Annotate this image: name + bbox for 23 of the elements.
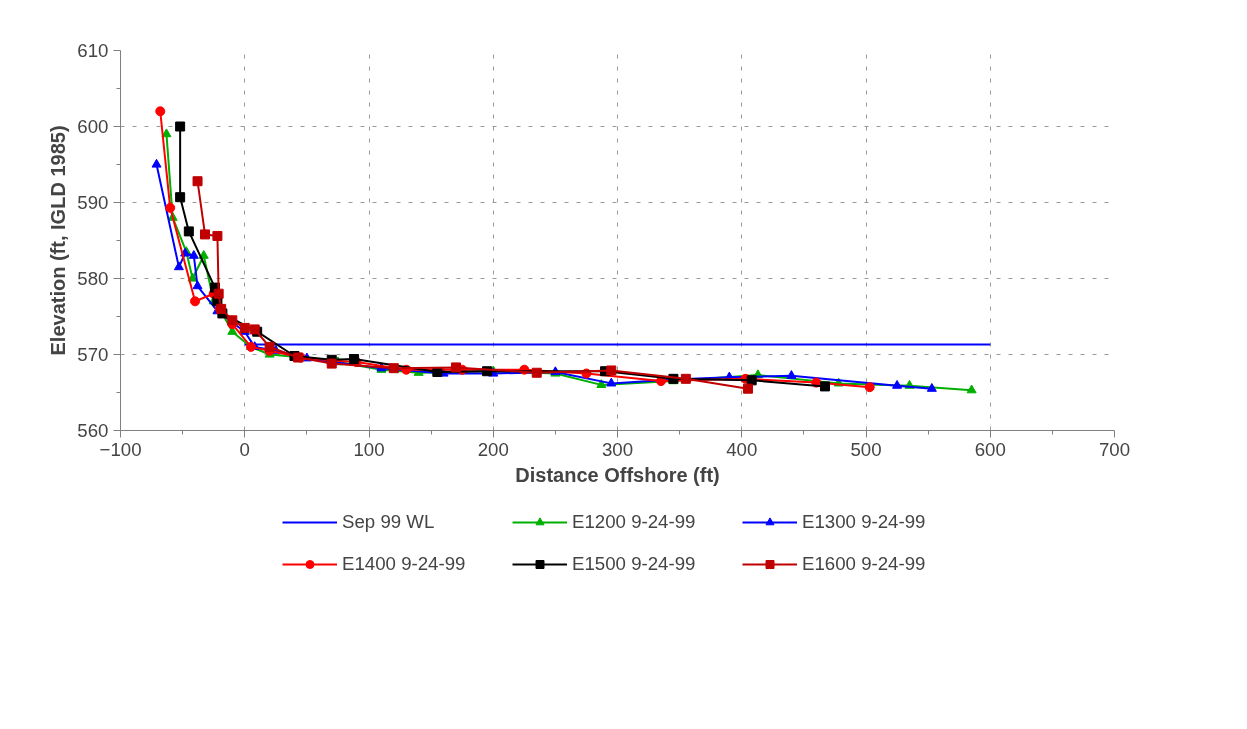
legend-label: E1500 9-24-99 <box>572 553 697 575</box>
y-tick-label: 590 <box>77 192 109 213</box>
x-tick-label: 400 <box>726 438 758 460</box>
x-tick-label: 300 <box>601 438 634 460</box>
y-tick-label: 610 <box>77 40 109 61</box>
y-tick-label: 600 <box>77 116 109 137</box>
x-axis-title: Distance Offshore (ft) <box>515 463 720 486</box>
legend-label: E1200 9-24-99 <box>572 511 697 533</box>
x-tick-label: 700 <box>1098 438 1131 460</box>
x-tick-label: −100 <box>99 438 142 460</box>
x-tick-label: 500 <box>850 438 882 460</box>
y-tick-label: 580 <box>77 268 109 289</box>
legend-label: E1300 9-24-99 <box>802 511 927 533</box>
legend-label: E1400 9-24-99 <box>342 553 467 575</box>
x-tick-label: 100 <box>353 438 385 460</box>
y-tick-label: 560 <box>77 420 109 441</box>
x-tick-label: 600 <box>974 438 1006 460</box>
y-tick-label: 570 <box>77 344 109 365</box>
x-tick-label: 0 <box>239 438 250 460</box>
y-axis-title: Elevation (ft, IGLD 1985) <box>47 125 70 356</box>
legend-label: E1600 9-24-99 <box>802 553 927 575</box>
legend-label: Sep 99 WL <box>342 511 436 533</box>
x-tick-label: 200 <box>477 438 509 460</box>
